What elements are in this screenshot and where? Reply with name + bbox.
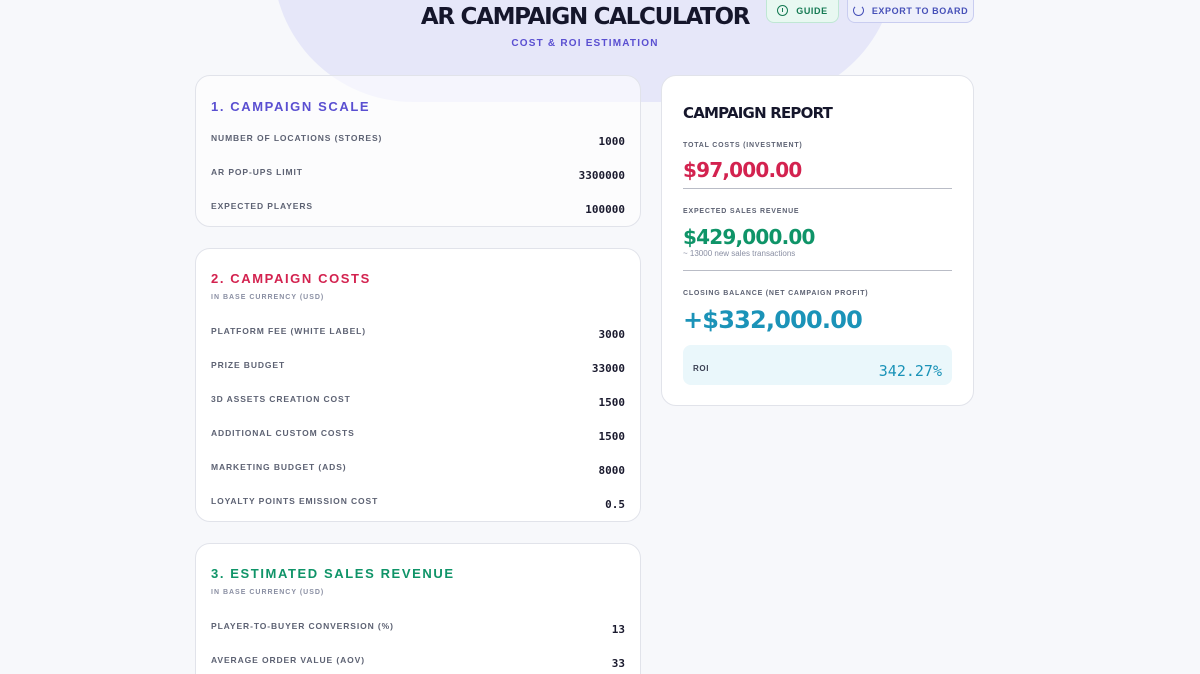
app-subtitle: COST & ROI ESTIMATION: [511, 38, 659, 49]
marketing-budget-input[interactable]: [505, 464, 625, 477]
section-title: 3. ESTIMATED SALES REVENUE: [211, 566, 455, 581]
platform-fee-input[interactable]: [505, 328, 625, 341]
section-title: 1. CAMPAIGN SCALE: [211, 99, 371, 114]
field-label: AR POP-UPS LIMIT: [211, 167, 303, 177]
field-label: NUMBER OF LOCATIONS (STORES): [211, 133, 383, 143]
input-row-platform-fee: PLATFORM FEE (WHITE LABEL): [211, 326, 625, 346]
export-to-board-button[interactable]: EXPORT TO BOARD: [847, 0, 974, 23]
campaign-report-card: CAMPAIGN REPORT TOTAL COSTS (INVESTMENT)…: [661, 75, 974, 406]
section-subtitle: IN BASE CURRENCY (USD): [211, 589, 325, 596]
total-costs-value: $97,000.00: [683, 158, 802, 182]
loyalty-points-input[interactable]: [505, 498, 625, 511]
prize-budget-input[interactable]: [505, 362, 625, 375]
report-title: CAMPAIGN REPORT: [683, 104, 833, 122]
campaign-scale-card: 1. CAMPAIGN SCALE NUMBER OF LOCATIONS (S…: [195, 75, 641, 227]
divider: [683, 270, 952, 271]
field-label: PLAYER-TO-BUYER CONVERSION (%): [211, 621, 394, 631]
3d-assets-input[interactable]: [505, 396, 625, 409]
input-row-players: EXPECTED PLAYERS: [211, 201, 625, 221]
input-row-ar-popups: AR POP-UPS LIMIT: [211, 167, 625, 187]
refresh-icon: [852, 5, 864, 16]
info-icon: [777, 5, 789, 16]
conversion-input[interactable]: [505, 623, 625, 636]
sales-revenue-card: 3. ESTIMATED SALES REVENUE IN BASE CURRE…: [195, 543, 641, 674]
section-title: 2. CAMPAIGN COSTS: [211, 271, 371, 286]
guide-button-label: GUIDE: [796, 5, 828, 16]
roi-value: 342.27%: [878, 362, 942, 380]
input-row-custom-costs: ADDITIONAL CUSTOM COSTS: [211, 428, 625, 448]
field-label: LOYALTY POINTS EMISSION COST: [211, 496, 379, 506]
custom-costs-input[interactable]: [505, 430, 625, 443]
revenue-label: EXPECTED SALES REVENUE: [683, 208, 800, 215]
input-row-prize-budget: PRIZE BUDGET: [211, 360, 625, 380]
input-row-aov: AVERAGE ORDER VALUE (AOV): [211, 655, 625, 674]
divider: [683, 188, 952, 189]
input-row-locations: NUMBER OF LOCATIONS (STORES): [211, 133, 625, 153]
aov-input[interactable]: [505, 657, 625, 670]
field-label: PRIZE BUDGET: [211, 360, 286, 370]
field-label: EXPECTED PLAYERS: [211, 201, 313, 211]
field-label: ADDITIONAL CUSTOM COSTS: [211, 428, 355, 438]
field-label: AVERAGE ORDER VALUE (AOV): [211, 655, 365, 665]
input-row-conversion: PLAYER-TO-BUYER CONVERSION (%): [211, 621, 625, 641]
players-input[interactable]: [505, 203, 625, 216]
roi-label: ROI: [693, 364, 710, 373]
revenue-note: ~ 13000 new sales transactions: [683, 249, 796, 258]
roi-box: ROI 342.27%: [683, 345, 952, 385]
input-row-marketing-budget: MARKETING BUDGET (ADS): [211, 462, 625, 482]
app-title: AR CAMPAIGN CALCULATOR: [420, 4, 751, 30]
field-label: PLATFORM FEE (WHITE LABEL): [211, 326, 366, 336]
balance-label: CLOSING BALANCE (NET CAMPAIGN PROFIT): [683, 290, 869, 297]
ar-popups-input[interactable]: [505, 169, 625, 182]
campaign-costs-card: 2. CAMPAIGN COSTS IN BASE CURRENCY (USD)…: [195, 248, 641, 522]
field-label: MARKETING BUDGET (ADS): [211, 462, 347, 472]
field-label: 3D ASSETS CREATION COST: [211, 394, 351, 404]
export-button-label: EXPORT TO BOARD: [871, 5, 969, 16]
balance-value: +$332,000.00: [683, 306, 863, 334]
header: AR CAMPAIGN CALCULATOR COST & ROI ESTIMA…: [0, 0, 1200, 60]
locations-input[interactable]: [505, 135, 625, 148]
guide-button[interactable]: GUIDE: [766, 0, 839, 23]
section-subtitle: IN BASE CURRENCY (USD): [211, 294, 325, 301]
input-row-3d-assets: 3D ASSETS CREATION COST: [211, 394, 625, 414]
revenue-value: $429,000.00: [683, 225, 815, 249]
input-row-loyalty-points: LOYALTY POINTS EMISSION COST: [211, 496, 625, 516]
total-costs-label: TOTAL COSTS (INVESTMENT): [683, 142, 803, 149]
